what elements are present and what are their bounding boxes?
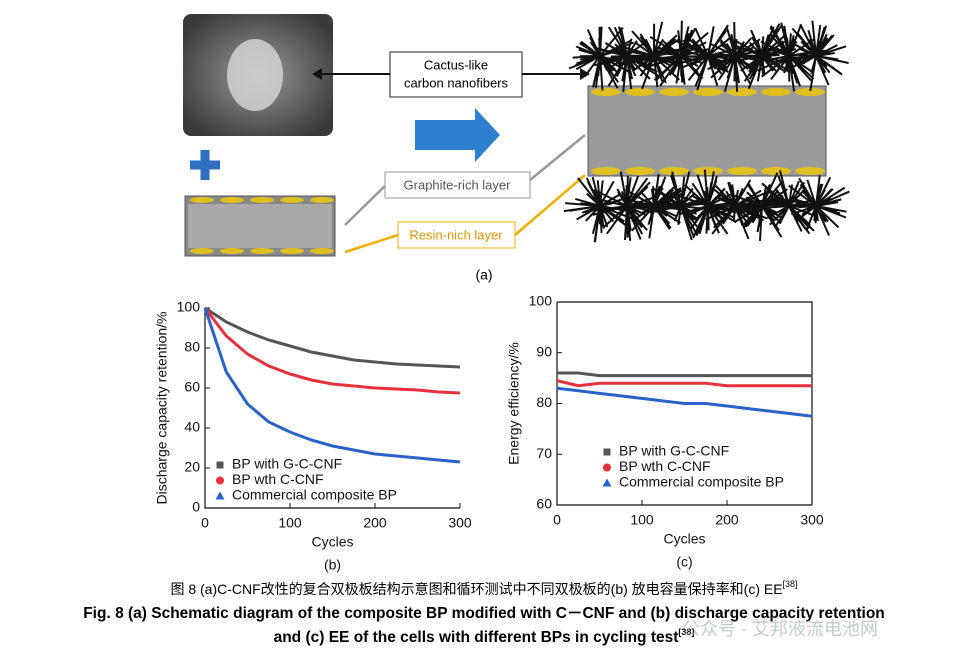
x-tick-label: 200	[715, 512, 739, 528]
caption-ref: [38]	[678, 627, 694, 637]
x-tick-label: 100	[278, 515, 302, 531]
schematic: Cactus-like carbon nanofibers Graphite-r…	[183, 14, 850, 283]
fiber-cluster	[756, 170, 825, 235]
fiber-label: Cactus-like	[424, 57, 488, 72]
resin-patch	[190, 197, 214, 203]
resin-patch	[761, 88, 791, 96]
resin-patch	[795, 167, 825, 175]
resin-patch	[310, 197, 334, 203]
x-axis-label: Cycles	[663, 531, 705, 547]
y-tick-label: 80	[536, 394, 552, 410]
series-line	[204, 306, 461, 369]
resin-patch	[591, 88, 621, 96]
plus-sign	[190, 150, 220, 180]
resin-patch	[693, 88, 723, 96]
y-tick-label: 60	[536, 496, 552, 512]
fiber-cluster	[563, 176, 634, 243]
plate-large	[587, 85, 827, 177]
resin-patch	[310, 248, 334, 254]
y-tick-label: 80	[184, 339, 200, 355]
series-line	[203, 307, 461, 464]
legend-marker	[603, 463, 611, 472]
y-tick-label: 90	[536, 343, 552, 359]
series-line	[557, 371, 812, 378]
resin-patch	[761, 167, 791, 175]
resin-patch	[693, 167, 723, 175]
y-tick-label: 0	[192, 499, 200, 515]
resin-patch	[220, 197, 244, 203]
legend-marker	[216, 476, 224, 485]
y-axis-label: Discharge capacity retention/%	[154, 312, 170, 505]
frame-line	[557, 301, 813, 505]
graphite-box	[384, 171, 531, 199]
arrow-line	[344, 174, 586, 254]
x-tick-label: 300	[800, 512, 824, 528]
resin-patch	[659, 167, 689, 175]
fiber-cluster	[780, 20, 849, 92]
fiber-cluster	[784, 175, 850, 236]
resin-patch	[795, 88, 825, 96]
panel-label: (a)	[475, 267, 492, 283]
x-tick-label: 300	[448, 515, 472, 531]
fiber-box	[389, 51, 523, 98]
series-line	[556, 386, 813, 418]
legend-marker	[216, 461, 224, 469]
resin-patch	[250, 197, 274, 203]
fiber-cluster	[649, 171, 710, 241]
y-axis-label: Energy efficiency/%	[506, 342, 522, 465]
panel-label: (b)	[324, 557, 341, 573]
blue-arrow	[415, 108, 500, 162]
resin-patch	[625, 167, 655, 175]
legend-label: BP with G-C-CNF	[232, 456, 342, 472]
resin-patch	[727, 88, 757, 96]
caption-en: Fig. 8 (a) Schematic diagram of the comp…	[83, 605, 885, 622]
caption-ref: [38]	[783, 579, 798, 589]
y-tick-label: 40	[184, 419, 200, 435]
resin-label: Resin-nich layer	[409, 227, 503, 242]
legend-marker	[603, 448, 611, 456]
legend-label: Commercial composite BP	[619, 474, 784, 490]
resin-patch	[625, 88, 655, 96]
caption-text: and (c) EE of the cells with different B…	[274, 629, 679, 646]
fiber-label: carbon nanofibers	[404, 75, 509, 90]
resin-patch	[220, 248, 244, 254]
x-tick-label: 0	[201, 515, 209, 531]
resin-patch	[591, 167, 621, 175]
legend-label: BP with G-C-CNF	[619, 443, 729, 459]
caption-text: 图 8 (a)C-CNF改性的复合双极板结构示意图和循环测试中不同双极板的(b)…	[170, 581, 782, 597]
x-axis-label: Cycles	[311, 534, 353, 550]
resin-patch	[250, 248, 274, 254]
y-tick-label: 100	[177, 299, 201, 315]
caption-cn: 图 8 (a)C-CNF改性的复合双极板结构示意图和循环测试中不同双极板的(b)…	[170, 579, 797, 596]
series-line	[203, 307, 461, 395]
x-tick-label: 0	[553, 512, 561, 528]
y-tick-label: 100	[529, 293, 553, 309]
resin-patch	[727, 167, 757, 175]
caption-en: and (c) EE of the cells with different B…	[274, 627, 695, 646]
arrow-line	[344, 134, 586, 226]
graphite-label: Graphite-rich layer	[404, 177, 512, 192]
legend-marker	[215, 491, 225, 500]
sem-particle	[227, 39, 283, 111]
x-tick-label: 200	[363, 515, 387, 531]
y-tick-label: 60	[184, 379, 200, 395]
resin-patch	[190, 248, 214, 254]
resin-patch	[280, 248, 304, 254]
legend-label: BP wth C-CNF	[232, 471, 324, 487]
x-tick-label: 100	[630, 512, 654, 528]
plate-core	[188, 204, 332, 248]
legend-label: Commercial composite BP	[232, 487, 397, 503]
y-tick-label: 20	[184, 459, 200, 475]
legend-marker	[602, 478, 612, 487]
resin-patch	[659, 88, 689, 96]
panel-label: (c)	[676, 554, 692, 570]
series-line	[556, 379, 812, 388]
y-tick-label: 70	[536, 445, 552, 461]
legend-label: BP wth C-CNF	[619, 458, 711, 474]
watermark: 公众号 · 艾邦液流电池网	[682, 619, 878, 639]
resin-patch	[280, 197, 304, 203]
